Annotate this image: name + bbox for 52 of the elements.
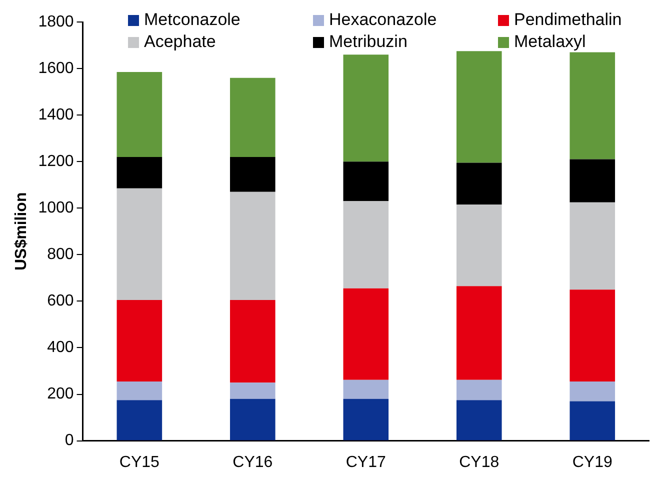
bar xyxy=(230,300,276,383)
legend-label: Pendimethalin xyxy=(514,10,622,30)
y-tick-label: 1800 xyxy=(38,13,74,30)
bar xyxy=(456,286,502,380)
bar xyxy=(343,162,389,202)
legend-label: Metconazole xyxy=(144,10,240,30)
x-tick-label: CY16 xyxy=(232,454,273,471)
y-tick-label: 1000 xyxy=(38,200,74,217)
y-tick-label: 400 xyxy=(47,339,74,356)
y-tick-label: 600 xyxy=(47,292,74,310)
bar xyxy=(116,300,162,382)
x-tick-label: CY18 xyxy=(459,454,500,471)
bar xyxy=(570,202,616,290)
bar xyxy=(343,201,389,288)
bar xyxy=(456,51,502,163)
bar xyxy=(456,204,502,286)
bar xyxy=(230,192,276,300)
legend-label: Hexaconazole xyxy=(329,10,437,30)
bar xyxy=(343,398,389,440)
bar xyxy=(230,382,276,399)
bar xyxy=(116,156,162,188)
x-tick-label: CY15 xyxy=(119,454,160,471)
bar xyxy=(456,380,502,400)
bar xyxy=(456,162,502,205)
bar xyxy=(230,398,276,440)
bar xyxy=(116,400,162,440)
x-tick-label: CY19 xyxy=(572,454,612,471)
bar xyxy=(456,400,502,440)
y-tick-label: 0 xyxy=(64,432,74,450)
legend-label: Acephate xyxy=(144,32,216,52)
y-tick-label: 200 xyxy=(47,386,74,403)
bar xyxy=(343,54,389,162)
bar xyxy=(570,381,616,402)
bar xyxy=(230,78,276,157)
legend-label: Metribuzin xyxy=(329,32,408,52)
y-tick-label: 1600 xyxy=(38,60,74,77)
bar xyxy=(343,380,389,399)
bar xyxy=(570,52,616,160)
bar xyxy=(116,72,162,157)
bar xyxy=(570,290,616,382)
y-tick-label: 800 xyxy=(47,246,74,264)
bar xyxy=(116,381,162,400)
y-tick-label: 1200 xyxy=(38,153,74,170)
x-tick-label: CY17 xyxy=(346,454,386,471)
bar xyxy=(116,188,162,300)
bar xyxy=(230,156,276,192)
y-axis-title: US$milion xyxy=(13,192,30,271)
bar xyxy=(570,401,616,440)
bar xyxy=(570,159,616,202)
y-tick-label: 1400 xyxy=(38,106,74,124)
legend-label: Metalaxyl xyxy=(514,32,586,52)
bar xyxy=(343,288,389,380)
